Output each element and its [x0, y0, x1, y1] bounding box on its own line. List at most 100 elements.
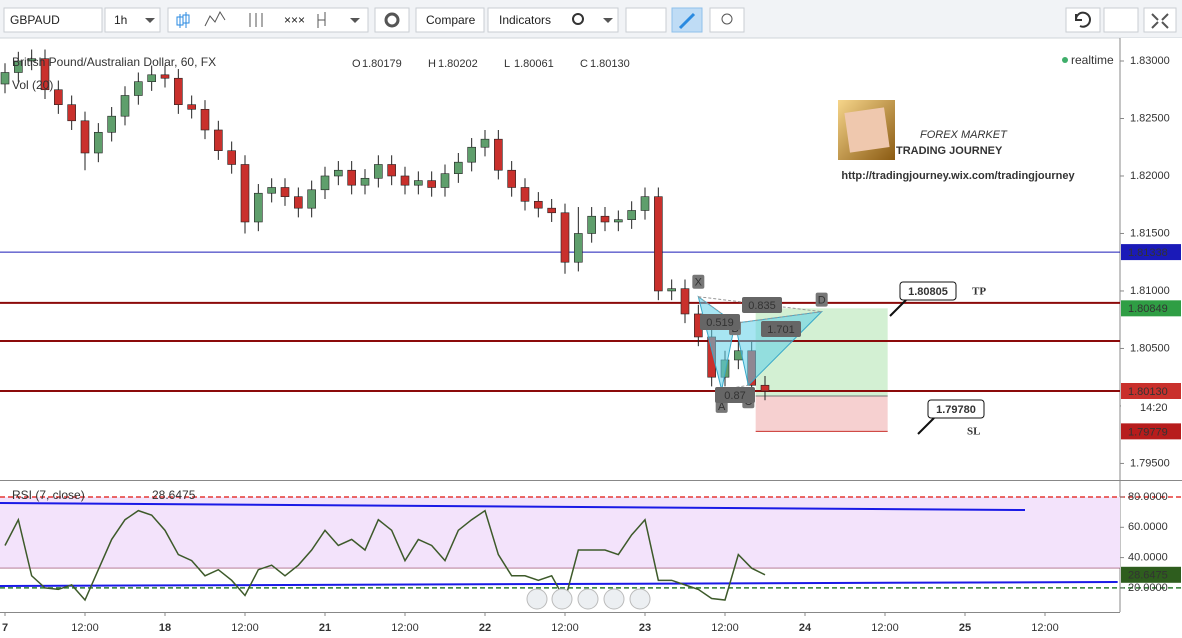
pattern-ratio: 0.835 [748, 300, 776, 312]
chart-style-group[interactable] [167, 7, 369, 33]
candle-body [67, 104, 76, 122]
countdown: 14:20 [1140, 402, 1168, 414]
candle-body [107, 115, 116, 133]
symbol[interactable]: GBPAUD [10, 13, 60, 27]
ohlc-legend: 1.80130 [590, 58, 630, 70]
countdown-bg [1121, 399, 1181, 416]
nav-button[interactable] [577, 588, 599, 610]
y-tick-label: 1.81500 [1130, 227, 1170, 239]
rsi-trendline [0, 580, 1118, 588]
callout-box [899, 281, 957, 301]
nav-button[interactable] [551, 588, 573, 610]
y-tick-label: 1.80500 [1130, 342, 1170, 354]
y-tick-label: 1.82000 [1130, 170, 1170, 182]
logo-big: TRADING JOURNEY [896, 145, 1003, 157]
candle-body [400, 175, 410, 186]
indicators[interactable]: Indicators [499, 13, 551, 27]
candle-body [254, 192, 263, 223]
undo-icon [1074, 11, 1091, 28]
candle-body [347, 169, 356, 186]
candle-body [440, 173, 450, 188]
x-tick-label: 12:00 [871, 622, 899, 634]
candle-body [587, 215, 596, 234]
more-icon[interactable] [317, 12, 326, 28]
candle-body [134, 81, 143, 96]
indicators-button[interactable] [487, 7, 619, 33]
rsi-legend-value: 28.6475 [152, 488, 196, 502]
pattern-ratio-box [742, 297, 782, 313]
stop-tag: 1.79779 [1128, 426, 1168, 438]
bars-icon[interactable] [249, 13, 263, 27]
pattern-point-box [815, 292, 828, 307]
compare-button[interactable] [415, 7, 485, 33]
rsi-tag-bg [1121, 566, 1181, 583]
bulb-icon [721, 13, 733, 25]
pattern-ratio-box [715, 387, 755, 403]
rsi-trendline [0, 501, 1026, 512]
logo-url: http://tradingjourney.wix.com/tradingjou… [841, 170, 1075, 182]
candle-body [214, 129, 223, 151]
volume-label: Vol (20) [12, 78, 53, 92]
ohlc-legend: O [352, 58, 361, 70]
settings-button[interactable] [374, 7, 410, 33]
price-tag-bg [1121, 244, 1181, 261]
candle-body [80, 120, 90, 154]
price-tag: 1.80130 [1128, 386, 1168, 398]
ideas-button[interactable] [709, 7, 745, 33]
logo-small: FOREX MARKET [920, 129, 1008, 141]
interval[interactable]: 1h [114, 13, 127, 27]
target-tag-bg [1121, 300, 1181, 317]
y-tick-label: 60.0000 [1128, 521, 1168, 533]
candle-body [174, 77, 183, 105]
candle-body [334, 169, 343, 177]
dropdown-icon [145, 18, 155, 23]
candle-body [240, 164, 250, 223]
pencil-icon [678, 12, 696, 30]
candle-body [640, 196, 650, 211]
candle-body [200, 108, 210, 131]
template-button[interactable] [625, 7, 667, 33]
compare[interactable]: Compare [426, 13, 476, 27]
redo-button[interactable] [1103, 7, 1139, 33]
candle-body [627, 210, 636, 220]
nav-button[interactable] [603, 588, 625, 610]
pattern-ratio: 0.87 [724, 390, 745, 402]
candle-body [520, 187, 530, 202]
pattern-ratio: 0.519 [706, 317, 734, 329]
heikin-icon[interactable]: ××× [284, 13, 305, 27]
undo-button[interactable] [1065, 7, 1101, 33]
line-icon[interactable] [204, 10, 226, 27]
nav-button[interactable] [629, 588, 651, 610]
candle-body [614, 219, 623, 223]
price-tag-bg [1121, 383, 1181, 400]
symbol-box[interactable] [3, 7, 103, 33]
candle-body [454, 161, 463, 174]
candle-body [507, 169, 516, 188]
nav-button[interactable] [526, 588, 548, 610]
x-tick-label: 12:00 [391, 622, 419, 634]
candle-body [680, 288, 690, 315]
candle-body [14, 60, 23, 73]
candle-body [667, 288, 676, 292]
y-tick-label: 1.81000 [1130, 285, 1170, 297]
rsi-title: RSI (7, close) [12, 488, 85, 502]
x-tick-label: 12:00 [231, 622, 259, 634]
candle-body [760, 384, 770, 392]
callout-pointer [917, 417, 935, 435]
callout-box [927, 399, 985, 419]
rsi-tag: 28.6475 [1128, 570, 1168, 582]
status: realtime [1071, 53, 1114, 67]
pattern-ratio-box [700, 314, 740, 330]
candle-body [387, 164, 396, 177]
candles-icon[interactable] [176, 12, 190, 28]
candle-body [427, 180, 436, 188]
ohlc-legend: H [428, 58, 436, 70]
fullscreen-button[interactable] [1143, 7, 1177, 33]
candle-body [120, 95, 130, 117]
y-tick-label: 1.83000 [1130, 55, 1170, 67]
candle-body [40, 58, 50, 91]
position-stop [755, 395, 888, 432]
candle-body [560, 212, 570, 263]
x-tick-label: 24 [799, 622, 812, 634]
